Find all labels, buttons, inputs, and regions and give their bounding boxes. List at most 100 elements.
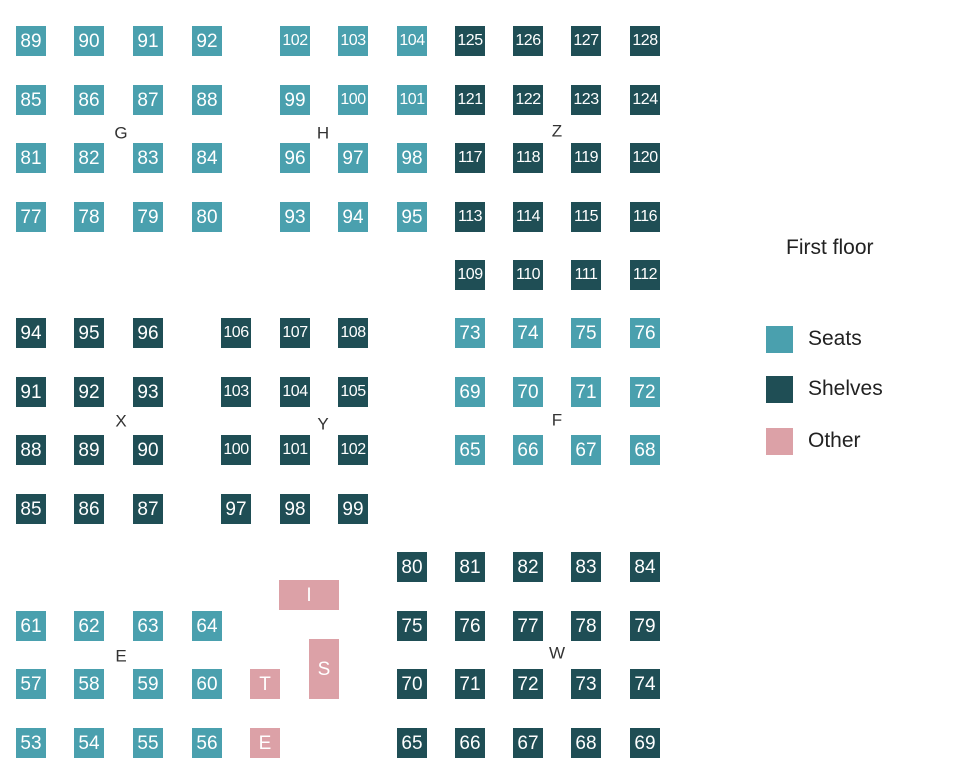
shelf-w-76[interactable]: 76 — [455, 611, 485, 641]
shelf-w-71[interactable]: 71 — [455, 669, 485, 699]
seat-h-104[interactable]: 104 — [397, 26, 427, 56]
seat-f-73[interactable]: 73 — [455, 318, 485, 348]
seat-g-91[interactable]: 91 — [133, 26, 163, 56]
seat-f-75[interactable]: 75 — [571, 318, 601, 348]
seat-h-96[interactable]: 96 — [280, 143, 310, 173]
shelf-w-83[interactable]: 83 — [571, 552, 601, 582]
seat-g-90[interactable]: 90 — [74, 26, 104, 56]
shelf-x-85[interactable]: 85 — [16, 494, 46, 524]
shelf-y-107[interactable]: 107 — [280, 318, 310, 348]
seat-e-57[interactable]: 57 — [16, 669, 46, 699]
shelf-x-89[interactable]: 89 — [74, 435, 104, 465]
shelf-x-93[interactable]: 93 — [133, 377, 163, 407]
shelf-z-118[interactable]: 118 — [513, 143, 543, 173]
shelf-y-99[interactable]: 99 — [338, 494, 368, 524]
shelf-x-88[interactable]: 88 — [16, 435, 46, 465]
shelf-w-77[interactable]: 77 — [513, 611, 543, 641]
shelf-z-115[interactable]: 115 — [571, 202, 601, 232]
seat-h-94[interactable]: 94 — [338, 202, 368, 232]
shelf-y-105[interactable]: 105 — [338, 377, 368, 407]
seat-h-103[interactable]: 103 — [338, 26, 368, 56]
shelf-w-74[interactable]: 74 — [630, 669, 660, 699]
seat-e-56[interactable]: 56 — [192, 728, 222, 758]
seat-h-102[interactable]: 102 — [280, 26, 310, 56]
seat-h-100[interactable]: 100 — [338, 85, 368, 115]
shelf-w-72[interactable]: 72 — [513, 669, 543, 699]
shelf-z-110[interactable]: 110 — [513, 260, 543, 290]
other-area-e[interactable]: E — [250, 728, 280, 758]
seat-f-66[interactable]: 66 — [513, 435, 543, 465]
shelf-x-90[interactable]: 90 — [133, 435, 163, 465]
shelf-z-127[interactable]: 127 — [571, 26, 601, 56]
shelf-y-100[interactable]: 100 — [221, 435, 251, 465]
shelf-w-78[interactable]: 78 — [571, 611, 601, 641]
seat-f-65[interactable]: 65 — [455, 435, 485, 465]
seat-h-99[interactable]: 99 — [280, 85, 310, 115]
shelf-x-87[interactable]: 87 — [133, 494, 163, 524]
shelf-z-125[interactable]: 125 — [455, 26, 485, 56]
shelf-w-65[interactable]: 65 — [397, 728, 427, 758]
seat-e-63[interactable]: 63 — [133, 611, 163, 641]
shelf-y-101[interactable]: 101 — [280, 435, 310, 465]
seat-e-64[interactable]: 64 — [192, 611, 222, 641]
seat-h-97[interactable]: 97 — [338, 143, 368, 173]
shelf-y-106[interactable]: 106 — [221, 318, 251, 348]
shelf-z-123[interactable]: 123 — [571, 85, 601, 115]
shelf-y-104[interactable]: 104 — [280, 377, 310, 407]
seat-h-93[interactable]: 93 — [280, 202, 310, 232]
shelf-y-98[interactable]: 98 — [280, 494, 310, 524]
seat-e-59[interactable]: 59 — [133, 669, 163, 699]
shelf-z-111[interactable]: 111 — [571, 260, 601, 290]
shelf-z-119[interactable]: 119 — [571, 143, 601, 173]
shelf-w-80[interactable]: 80 — [397, 552, 427, 582]
shelf-z-117[interactable]: 117 — [455, 143, 485, 173]
shelf-w-68[interactable]: 68 — [571, 728, 601, 758]
seat-g-89[interactable]: 89 — [16, 26, 46, 56]
shelf-x-92[interactable]: 92 — [74, 377, 104, 407]
shelf-w-75[interactable]: 75 — [397, 611, 427, 641]
seat-g-81[interactable]: 81 — [16, 143, 46, 173]
seat-g-83[interactable]: 83 — [133, 143, 163, 173]
shelf-z-128[interactable]: 128 — [630, 26, 660, 56]
seat-e-53[interactable]: 53 — [16, 728, 46, 758]
shelf-y-97[interactable]: 97 — [221, 494, 251, 524]
shelf-w-67[interactable]: 67 — [513, 728, 543, 758]
shelf-z-112[interactable]: 112 — [630, 260, 660, 290]
seat-f-76[interactable]: 76 — [630, 318, 660, 348]
seat-f-70[interactable]: 70 — [513, 377, 543, 407]
seat-g-78[interactable]: 78 — [74, 202, 104, 232]
shelf-z-114[interactable]: 114 — [513, 202, 543, 232]
shelf-w-66[interactable]: 66 — [455, 728, 485, 758]
shelf-z-113[interactable]: 113 — [455, 202, 485, 232]
seat-e-55[interactable]: 55 — [133, 728, 163, 758]
shelf-w-73[interactable]: 73 — [571, 669, 601, 699]
seat-h-98[interactable]: 98 — [397, 143, 427, 173]
seat-g-84[interactable]: 84 — [192, 143, 222, 173]
seat-g-85[interactable]: 85 — [16, 85, 46, 115]
shelf-y-103[interactable]: 103 — [221, 377, 251, 407]
seat-f-68[interactable]: 68 — [630, 435, 660, 465]
seat-g-88[interactable]: 88 — [192, 85, 222, 115]
seat-f-69[interactable]: 69 — [455, 377, 485, 407]
seat-g-80[interactable]: 80 — [192, 202, 222, 232]
shelf-x-95[interactable]: 95 — [74, 318, 104, 348]
shelf-x-86[interactable]: 86 — [74, 494, 104, 524]
seat-g-92[interactable]: 92 — [192, 26, 222, 56]
shelf-y-102[interactable]: 102 — [338, 435, 368, 465]
shelf-z-122[interactable]: 122 — [513, 85, 543, 115]
shelf-w-81[interactable]: 81 — [455, 552, 485, 582]
seat-f-71[interactable]: 71 — [571, 377, 601, 407]
seat-g-77[interactable]: 77 — [16, 202, 46, 232]
shelf-z-109[interactable]: 109 — [455, 260, 485, 290]
seat-h-101[interactable]: 101 — [397, 85, 427, 115]
seat-f-74[interactable]: 74 — [513, 318, 543, 348]
seat-f-72[interactable]: 72 — [630, 377, 660, 407]
shelf-x-91[interactable]: 91 — [16, 377, 46, 407]
seat-f-67[interactable]: 67 — [571, 435, 601, 465]
shelf-w-82[interactable]: 82 — [513, 552, 543, 582]
shelf-w-84[interactable]: 84 — [630, 552, 660, 582]
shelf-w-70[interactable]: 70 — [397, 669, 427, 699]
seat-g-82[interactable]: 82 — [74, 143, 104, 173]
seat-e-58[interactable]: 58 — [74, 669, 104, 699]
shelf-z-116[interactable]: 116 — [630, 202, 660, 232]
